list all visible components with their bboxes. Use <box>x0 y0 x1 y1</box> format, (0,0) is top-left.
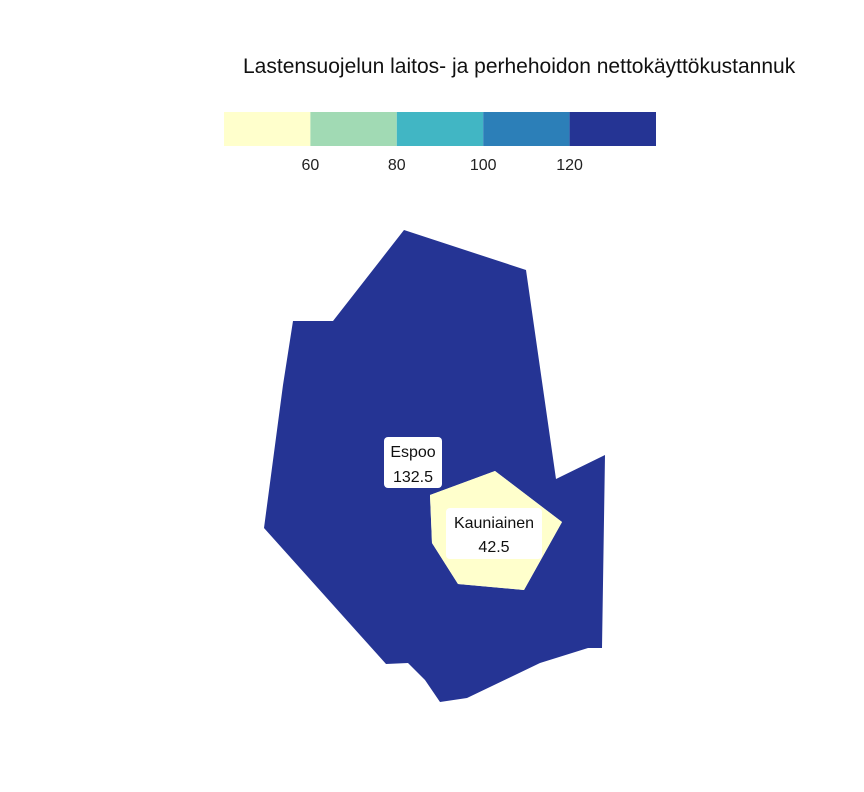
legend-bin-5 <box>569 112 656 146</box>
region-label-kauniainen: Kauniainen 42.5 <box>446 508 542 559</box>
region-label-kauniainen-box <box>446 508 542 559</box>
region-label-kauniainen-name: Kauniainen <box>454 515 534 532</box>
legend-bin-1 <box>224 112 311 146</box>
region-label-espoo-value: 132.5 <box>393 469 433 486</box>
legend-bin-2 <box>310 112 397 146</box>
legend-tick-80: 80 <box>388 157 406 174</box>
legend-tick-60: 60 <box>302 157 320 174</box>
legend-bin-3 <box>396 112 484 146</box>
legend-bin-4 <box>483 112 570 146</box>
region-label-espoo-box <box>384 437 442 488</box>
legend: 60 80 100 120 <box>224 112 656 174</box>
legend-tick-120: 120 <box>556 157 583 174</box>
region-label-espoo-name: Espoo <box>390 444 435 461</box>
region-label-kauniainen-value: 42.5 <box>478 539 509 556</box>
region-label-espoo: Espoo 132.5 <box>384 437 442 488</box>
map-title: Lastensuojelun laitos- ja perhehoidon ne… <box>243 55 796 78</box>
legend-tick-100: 100 <box>470 157 497 174</box>
